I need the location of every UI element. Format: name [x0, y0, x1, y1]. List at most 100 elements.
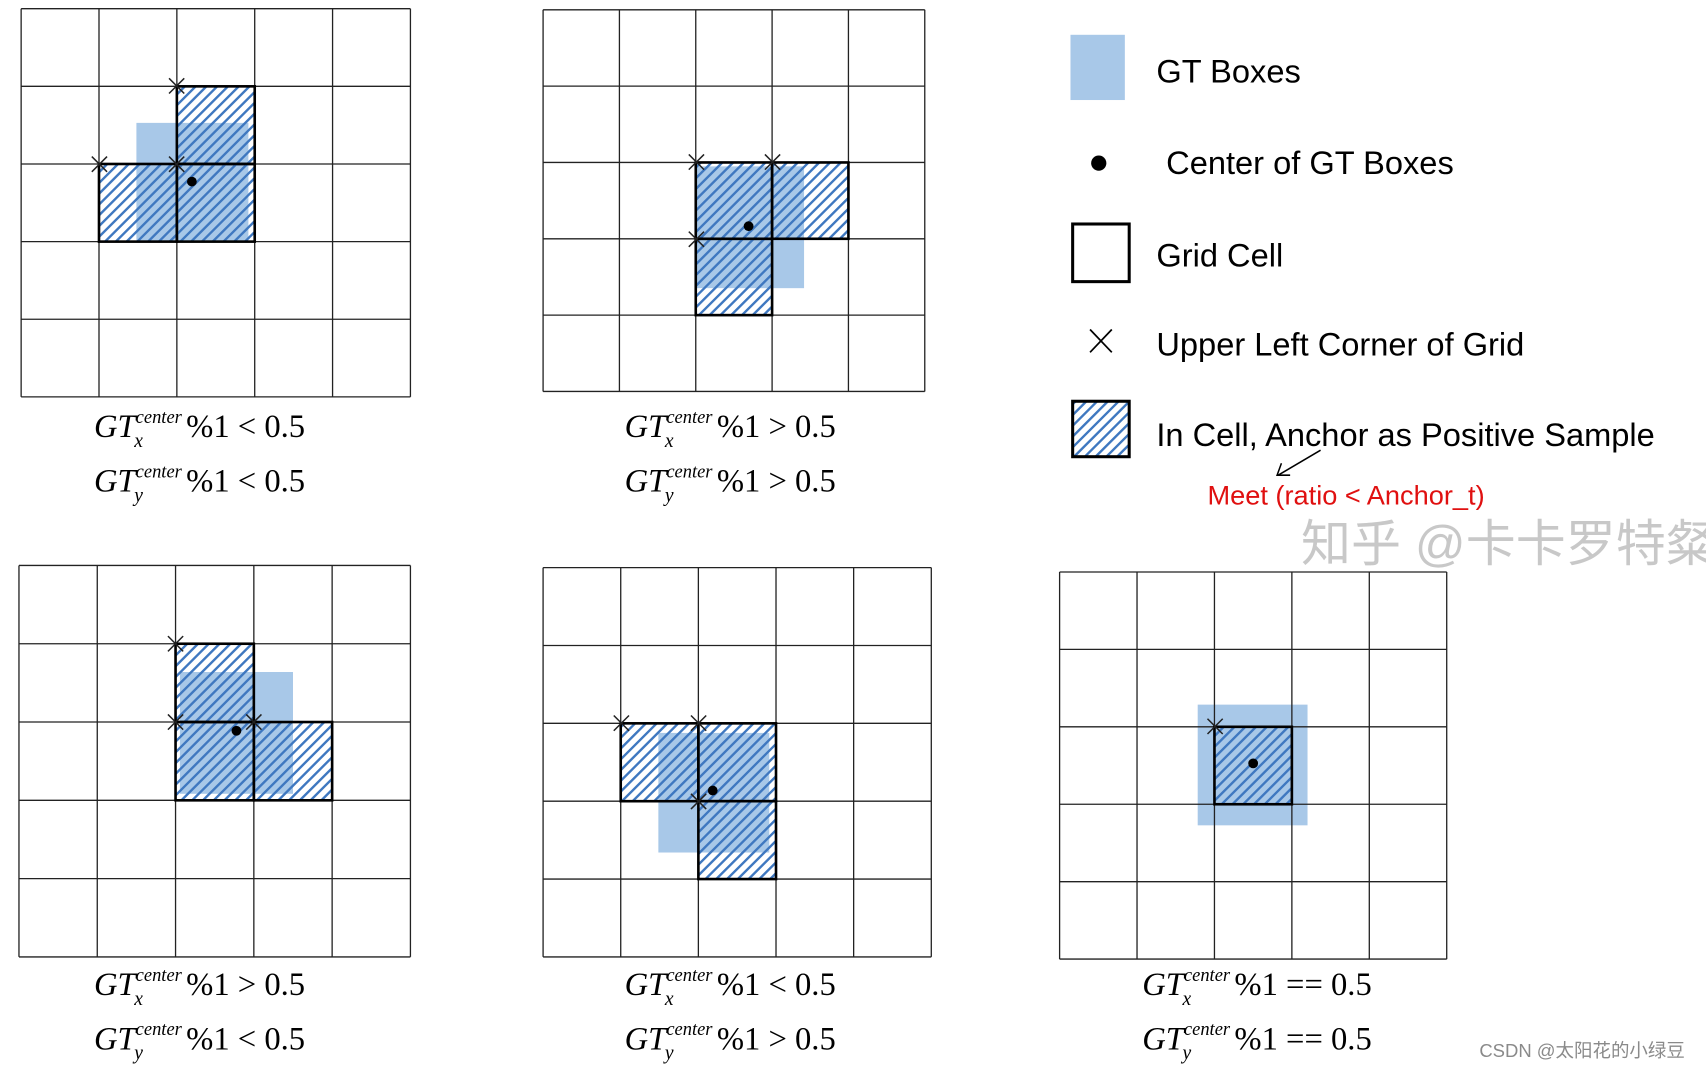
- cross-icon: [690, 793, 707, 810]
- formula-base: GT: [625, 409, 670, 445]
- formula-rel: %1 < 0.5: [186, 1021, 305, 1057]
- formula-sub: y: [132, 1043, 143, 1064]
- cross-icon: [688, 231, 705, 248]
- legend-upper-left: Upper Left Corner of Grid: [1156, 326, 1524, 363]
- cross-icon: [764, 153, 781, 171]
- formula-rel: %1 > 0.5: [717, 1021, 836, 1057]
- formula-sup: center: [136, 1019, 183, 1039]
- cross-icon: [1089, 328, 1113, 353]
- formula-rel: %1 < 0.5: [186, 409, 305, 445]
- formula-sub: y: [663, 1043, 674, 1064]
- arrow-icon: [1275, 449, 1321, 476]
- formula-rel: %1 < 0.5: [717, 967, 836, 1003]
- formula-sup: center: [666, 1019, 713, 1039]
- formula-sup: center: [666, 407, 713, 427]
- formula-sub: x: [1181, 989, 1191, 1010]
- legend-note: Meet (ratio < Anchor_t): [1207, 480, 1484, 511]
- formula-base: GT: [625, 1021, 670, 1057]
- formula-base: GT: [94, 409, 139, 445]
- formula-fy: GTcenter %1 > 0.5: [625, 461, 836, 499]
- cross-icon: [688, 153, 705, 171]
- legend-center: Center of GT Boxes: [1166, 144, 1454, 181]
- formula-sub: x: [133, 989, 143, 1010]
- zhihu-watermark: 知乎 @卡卡罗特粲: [1301, 516, 1706, 572]
- formula-fx: GTcenter %1 < 0.5: [625, 965, 836, 1003]
- positive-cell: [175, 85, 257, 166]
- formula-rel: %1 > 0.5: [717, 409, 836, 445]
- cross-icon: [91, 156, 108, 173]
- formula-rel: %1 > 0.5: [717, 464, 836, 500]
- formula-base: GT: [94, 464, 139, 500]
- formula-base: GT: [1142, 967, 1187, 1003]
- formula-fy: GTcenter %1 < 0.5: [94, 461, 305, 499]
- center-dot-icon: [743, 221, 754, 232]
- formula-rel: %1 > 0.5: [186, 967, 305, 1003]
- center-dot-icon: [1091, 155, 1107, 171]
- cross-icon: [167, 713, 184, 731]
- positive-cell: [697, 799, 778, 881]
- formula-fx: GTcenter %1 < 0.5: [94, 407, 305, 445]
- formula-fy: GTcenter %1 > 0.5: [625, 1019, 836, 1057]
- positive-cell: [174, 720, 256, 802]
- formula-base: GT: [625, 464, 670, 500]
- formula-sup: center: [1184, 965, 1231, 985]
- formula-sup: center: [136, 965, 183, 985]
- formula-base: GT: [625, 967, 670, 1003]
- formula-rel: %1 < 0.5: [186, 464, 305, 500]
- formula-sub: y: [1180, 1043, 1191, 1064]
- positive-cell: [694, 161, 774, 241]
- positive-cell: [252, 720, 334, 802]
- positive-cell: [174, 642, 256, 724]
- cross-icon: [168, 77, 185, 95]
- formula-sup: center: [666, 965, 713, 985]
- legend-positive: In Cell, Anchor as Positive Sample: [1156, 416, 1654, 453]
- formula-rel: %1 == 0.5: [1234, 1021, 1371, 1057]
- cross-icon: [168, 156, 185, 173]
- formula-sub: x: [133, 431, 143, 452]
- hatched-swatch: [1071, 399, 1131, 459]
- legend-grid-cell: Grid Cell: [1156, 236, 1283, 273]
- cross-icon: [613, 714, 630, 732]
- formula-sup: center: [136, 407, 183, 427]
- formula-rel: %1 == 0.5: [1234, 967, 1371, 1003]
- center-dot-icon: [1248, 758, 1259, 769]
- positive-cell: [770, 161, 850, 241]
- formula-fx: GTcenter %1 == 0.5: [1142, 965, 1372, 1003]
- formula-base: GT: [1142, 1021, 1187, 1057]
- formula-fy: GTcenter %1 < 0.5: [94, 1019, 305, 1057]
- grid: [1058, 571, 1448, 960]
- gt-box-swatch: [1070, 34, 1125, 101]
- grid-cell-swatch: [1071, 222, 1131, 284]
- formula-fx: GTcenter %1 > 0.5: [94, 965, 305, 1003]
- formula-sub: x: [664, 989, 674, 1010]
- formula-sub: y: [132, 485, 143, 506]
- formula-base: GT: [94, 967, 139, 1003]
- formula-sub: x: [664, 431, 674, 452]
- formula-sup: center: [1184, 1019, 1231, 1039]
- center-dot-icon: [186, 176, 197, 187]
- cross-icon: [245, 713, 262, 731]
- center-dot-icon: [231, 725, 242, 736]
- legend: GT Boxes Center of GT Boxes Grid Cell Up…: [1070, 34, 1655, 511]
- positive-cell: [175, 162, 257, 243]
- positive-cell: [694, 237, 774, 317]
- cross-icon: [690, 714, 707, 732]
- formula-sub: y: [663, 485, 674, 506]
- positive-cell: [97, 162, 179, 243]
- cross-icon: [167, 635, 184, 652]
- formula-fy: GTcenter %1 == 0.5: [1142, 1019, 1372, 1057]
- csdn-watermark: CSDN @太阳花的小绿豆: [1479, 1040, 1685, 1061]
- cross-icon: [1206, 718, 1224, 735]
- formula-sup: center: [136, 461, 183, 481]
- legend-gt-boxes: GT Boxes: [1156, 53, 1300, 90]
- center-dot-icon: [707, 785, 718, 796]
- formula-fx: GTcenter %1 > 0.5: [625, 407, 836, 445]
- formula-base: GT: [94, 1021, 139, 1057]
- positive-cell: [619, 722, 700, 803]
